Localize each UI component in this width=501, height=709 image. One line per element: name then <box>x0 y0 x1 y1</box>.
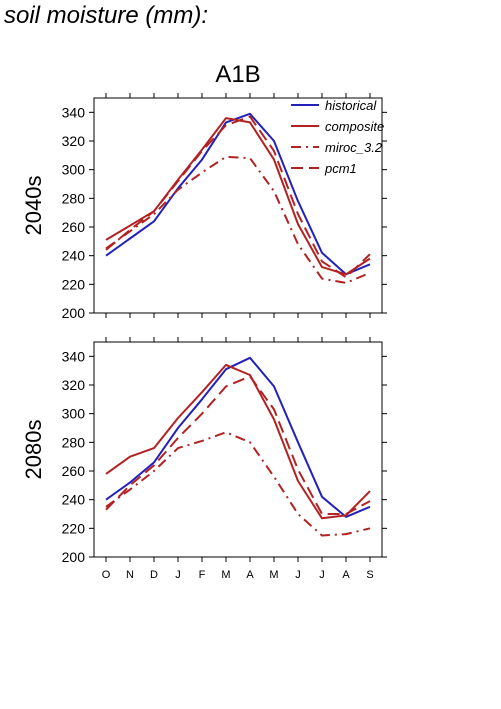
panel-2080s: 200 220 240 260 280 300 320 340 O N D J F M A M J J A S 2080… <box>21 337 387 581</box>
page-title: soil moisture (mm): <box>4 2 209 29</box>
y-tick-label: 260 <box>62 219 86 235</box>
y-tick-label: 280 <box>62 190 86 206</box>
y-axis-label: 2080s <box>21 420 46 480</box>
series-line-miroc_3.2 <box>105 431 371 537</box>
y-tick-label: 300 <box>62 406 86 422</box>
plot-frame <box>93 341 383 558</box>
x-tick-label: J <box>175 569 181 581</box>
x-tick-label: F <box>199 569 206 581</box>
series-line-composite <box>105 363 371 520</box>
x-tick-label: M <box>269 569 278 581</box>
x-tick-label: D <box>150 569 158 581</box>
plot-frame <box>93 97 383 314</box>
y-tick-label: 340 <box>62 104 86 120</box>
series-line-pcm1 <box>105 115 371 279</box>
x-tick-label: M <box>221 569 230 581</box>
y-tick-label: 280 <box>62 434 86 450</box>
x-tick-label: N <box>126 569 134 581</box>
legend: historical composite miroc_3.2 pcm1 <box>291 98 384 176</box>
y-tick-label: 200 <box>62 305 86 321</box>
x-tick-label: A <box>246 569 254 581</box>
y-tick-label: 320 <box>62 377 86 393</box>
legend-label: historical <box>325 98 377 113</box>
y-tick-label: 220 <box>62 520 86 536</box>
y-tick-label: 220 <box>62 276 86 292</box>
y-tick-label: 200 <box>62 549 86 565</box>
y-tick-label: 300 <box>62 162 86 178</box>
y-axis-label: 2040s <box>21 176 46 236</box>
x-tick-label: J <box>319 569 325 581</box>
legend-label: miroc_3.2 <box>325 140 383 155</box>
series-line-historical <box>105 112 371 276</box>
x-tick-label: A <box>342 569 350 581</box>
y-tick-label: 240 <box>62 248 86 264</box>
legend-label: composite <box>325 119 384 134</box>
x-tick-label: S <box>366 569 373 581</box>
x-tick-label: J <box>295 569 301 581</box>
legend-label: pcm1 <box>324 161 357 176</box>
y-tick-label: 340 <box>62 348 86 364</box>
y-tick-label: 320 <box>62 133 86 149</box>
y-tick-label: 240 <box>62 492 86 508</box>
series-line-miroc_3.2 <box>105 155 371 284</box>
panel-2040s: 200 220 240 260 280 300 320 340 2040s historical c… <box>21 93 387 321</box>
series-line-historical <box>105 356 371 518</box>
y-tick-label: 260 <box>62 463 86 479</box>
figure-title: A1B <box>215 61 260 88</box>
series-line-pcm1 <box>105 375 371 515</box>
x-tick-label: O <box>102 569 111 581</box>
